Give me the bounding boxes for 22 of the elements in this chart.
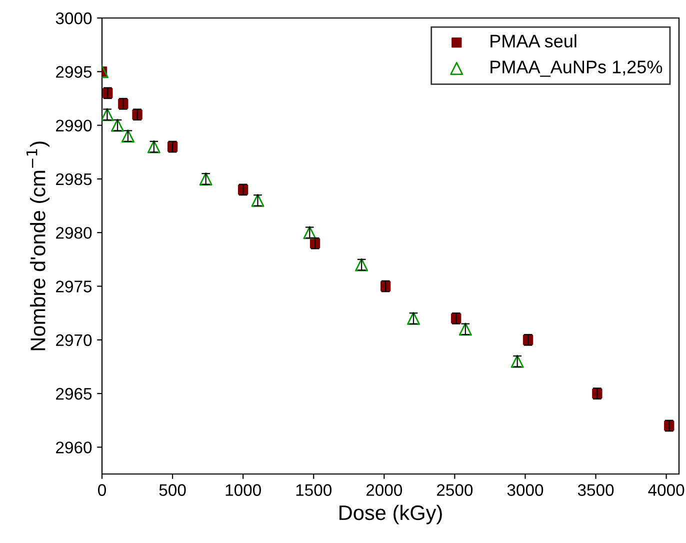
x-tick-label: 500	[159, 484, 186, 496]
legend-label: PMAA_AuNPs 1,25%	[490, 60, 662, 77]
x-tick-label: 1500	[296, 484, 332, 496]
y-tick-label: 2990	[56, 120, 92, 132]
y-tick-label: 2965	[56, 388, 92, 400]
y-tick-label: 3000	[56, 12, 92, 24]
y-tick-label: 2995	[56, 66, 92, 78]
x-axis-title: Dose (kGy)	[340, 504, 442, 524]
x-tick-label: 2500	[436, 484, 473, 496]
x-tick-label: 3500	[578, 484, 614, 496]
x-tick-label: 4000	[648, 484, 684, 496]
y-tick-label: 2960	[56, 442, 92, 454]
y-tick-label: 2975	[56, 280, 92, 292]
x-tick-label: 1000	[226, 484, 261, 496]
y-axis-title: Nombre d'onde (cm$^{−1}$)	[26, 142, 50, 350]
x-tick-label: 2000	[366, 484, 402, 496]
y-tick-label: 2980	[56, 226, 92, 239]
x-tick-label: 0	[98, 484, 106, 496]
y-tick-label: 2970	[56, 334, 92, 346]
legend-label: PMAA seul	[490, 34, 576, 48]
x-tick-label: 3000	[507, 484, 544, 496]
y-tick-label: 2985	[56, 173, 92, 186]
